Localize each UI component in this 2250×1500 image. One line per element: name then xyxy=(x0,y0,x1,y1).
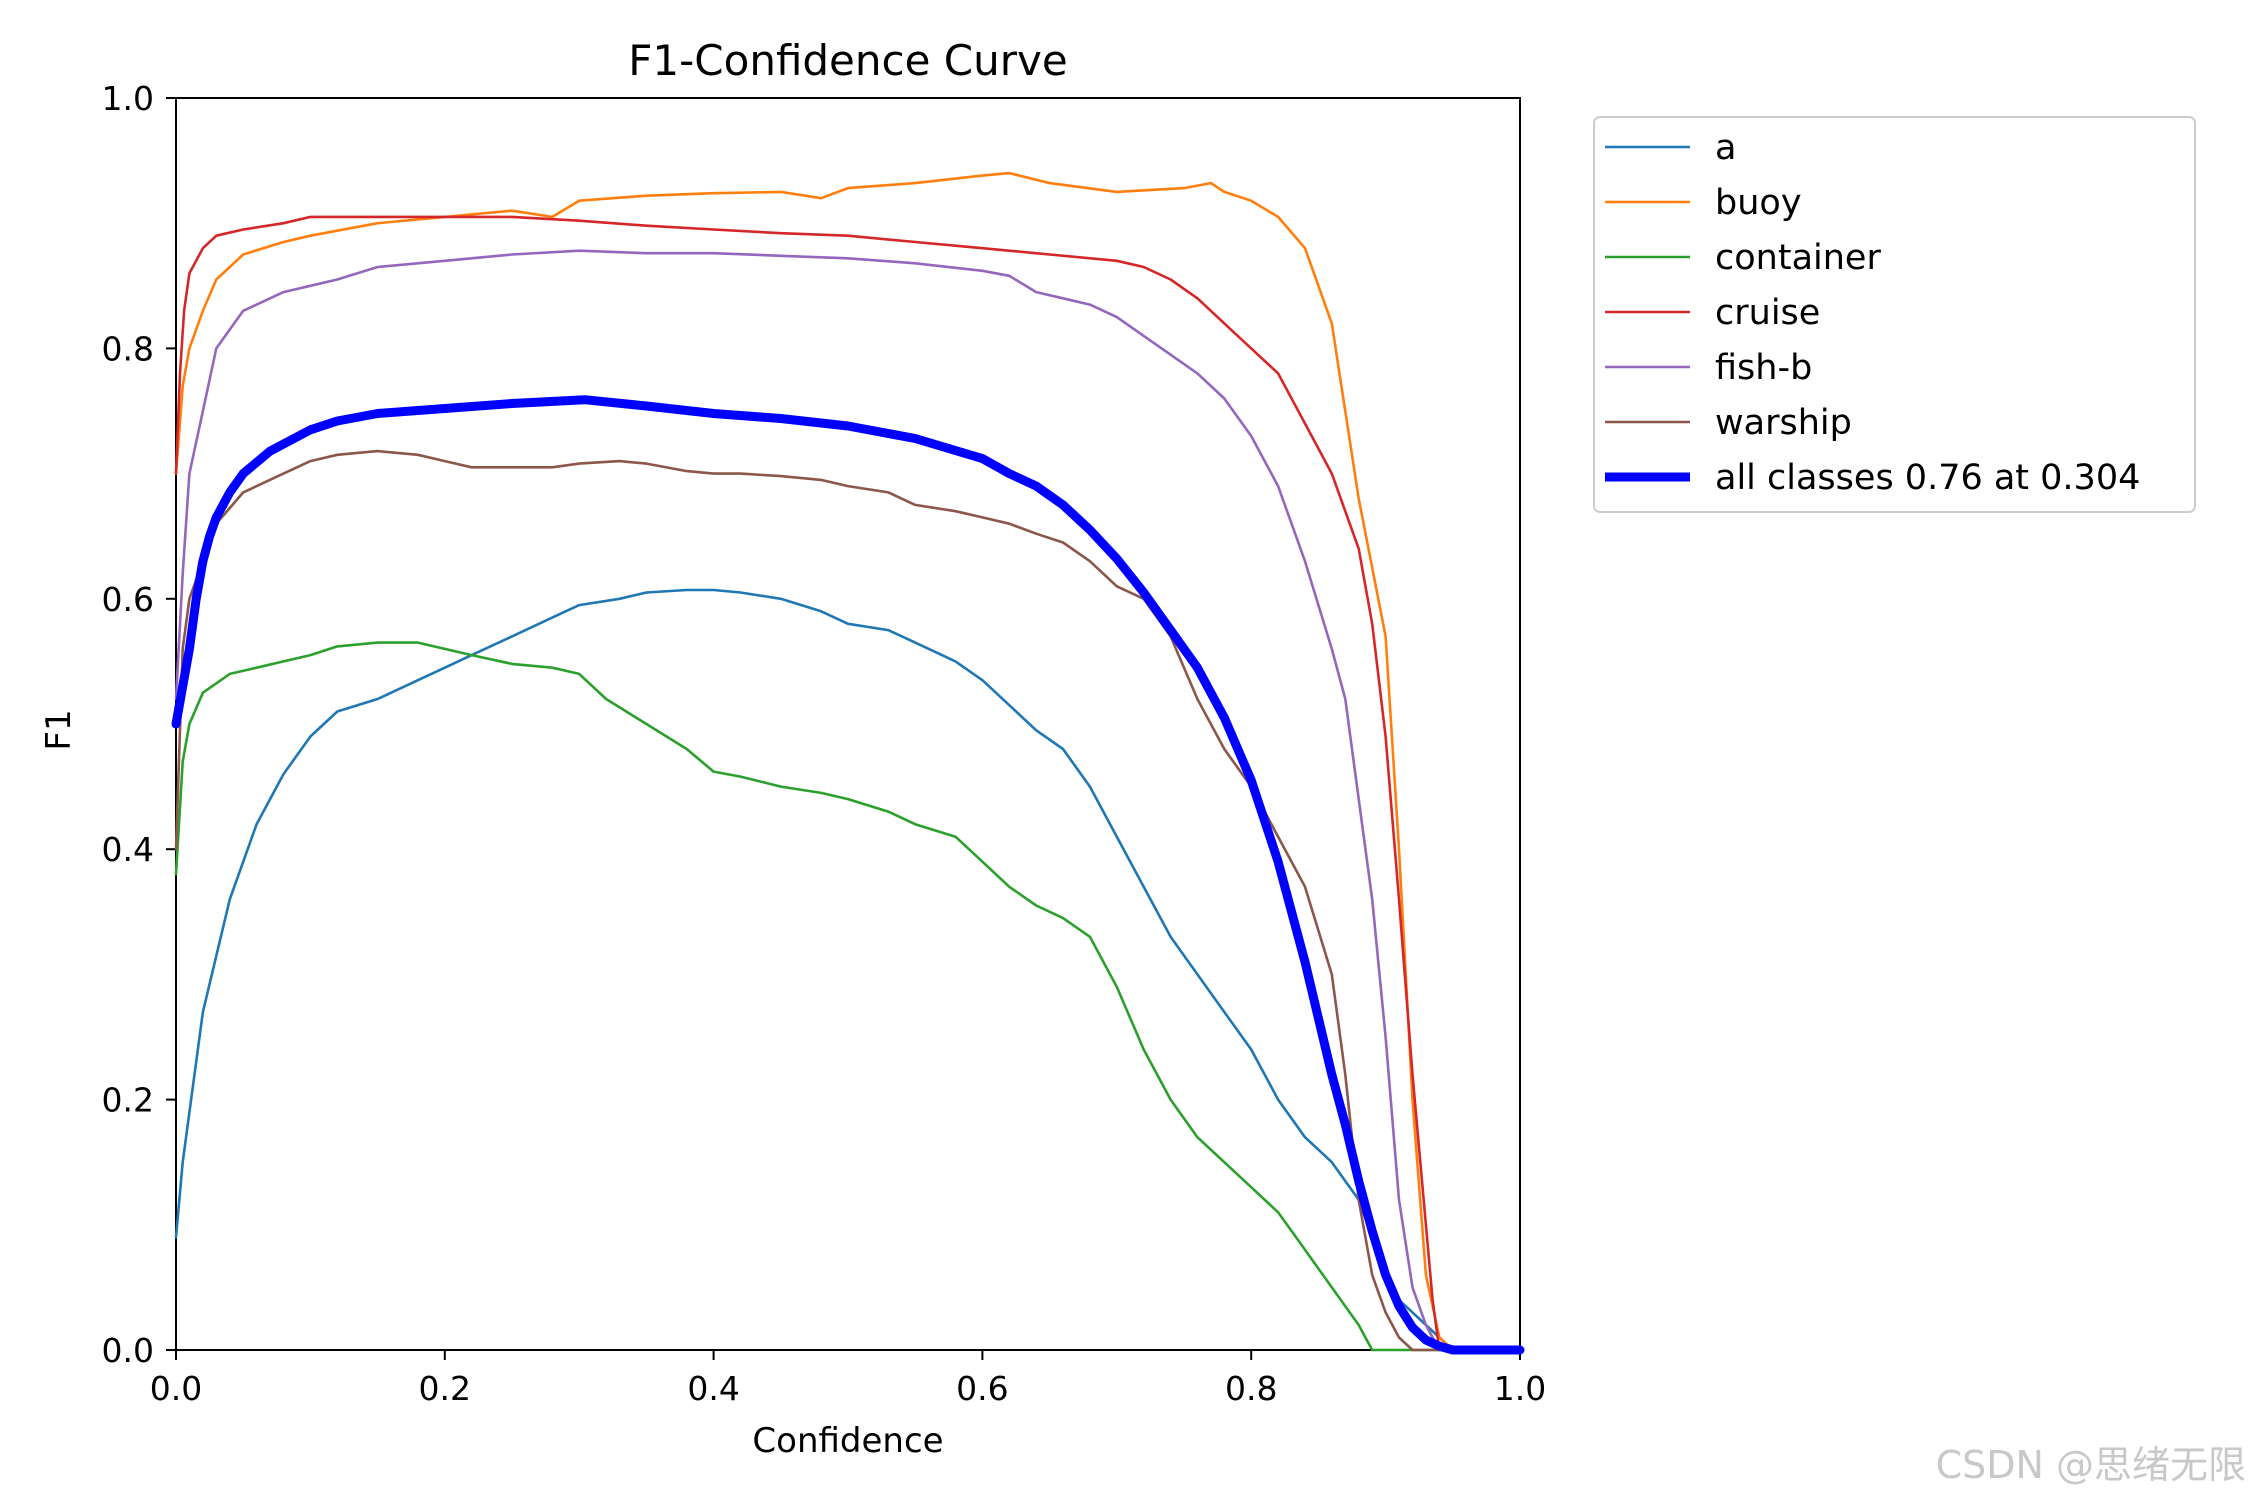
series-line-cruise xyxy=(174,215,1522,1352)
x-tick-label: 1.0 xyxy=(1494,1369,1546,1408)
series-line-container xyxy=(174,641,1522,1352)
y-tick-label: 1.0 xyxy=(102,79,154,118)
series-line-all-classes xyxy=(171,395,1525,1355)
y-tick-label: 0.0 xyxy=(102,1331,154,1370)
x-tick-label: 0.6 xyxy=(956,1369,1008,1408)
y-axis-ticks: 0.0 0.2 0.4 0.6 0.8 1.0 xyxy=(102,79,176,1370)
legend-label-container: container xyxy=(1715,238,1881,278)
series-line-a xyxy=(174,588,1522,1352)
series-lines xyxy=(171,171,1525,1355)
x-tick-label: 0.0 xyxy=(150,1369,202,1408)
y-axis-title: F1 xyxy=(39,709,79,750)
y-tick-label: 0.6 xyxy=(102,580,154,619)
legend-label-all-classes: all classes 0.76 at 0.304 xyxy=(1715,458,2140,498)
chart-title: F1-Confidence Curve xyxy=(628,36,1067,85)
x-tick-label: 0.4 xyxy=(687,1369,739,1408)
x-tick-label: 0.2 xyxy=(419,1369,471,1408)
legend: a buoy container cruise fish-b warship all cla… xyxy=(1605,128,2140,498)
series-line-fish-b xyxy=(174,249,1522,1352)
legend-label-cruise: cruise xyxy=(1715,293,1820,333)
legend-box xyxy=(1593,116,2196,513)
legend-label-buoy: buoy xyxy=(1715,183,1802,223)
x-tick-label: 0.8 xyxy=(1225,1369,1277,1408)
series-line-warship xyxy=(174,449,1522,1352)
series-line-buoy xyxy=(174,171,1522,1352)
legend-label-fish-b: fish-b xyxy=(1715,348,1812,388)
x-axis-ticks: 0.0 0.2 0.4 0.6 0.8 1.0 xyxy=(150,1350,1546,1408)
watermark-text: CSDN @思绪无限 xyxy=(1936,1443,2246,1487)
y-tick-label: 0.8 xyxy=(102,329,154,368)
legend-label-a: a xyxy=(1715,128,1736,168)
legend-label-warship: warship xyxy=(1715,403,1852,443)
y-tick-label: 0.2 xyxy=(102,1081,154,1120)
x-axis-title: Confidence xyxy=(752,1421,943,1461)
y-tick-label: 0.4 xyxy=(102,830,154,869)
